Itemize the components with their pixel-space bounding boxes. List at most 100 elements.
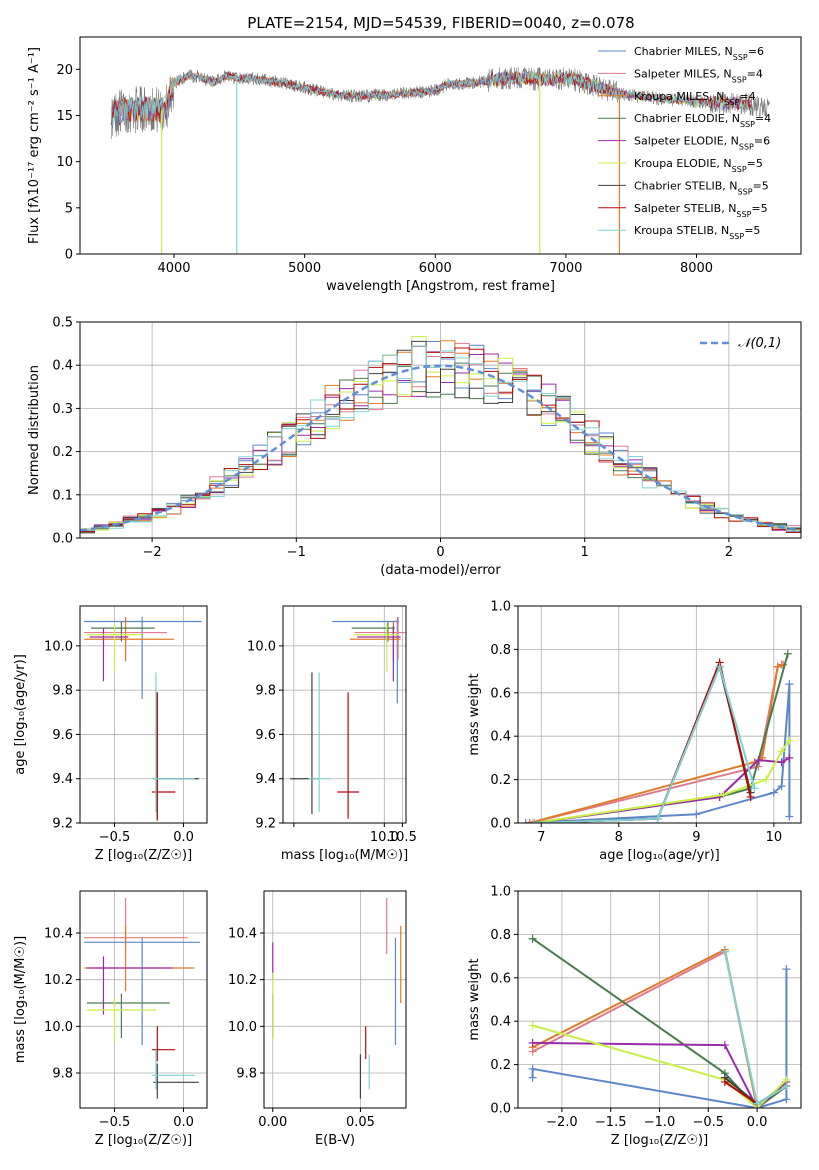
x-tick-label: −0.5 (99, 830, 131, 845)
x-tick-label: 1 (581, 545, 589, 560)
y-axis-label: Flux [fλ10⁻¹⁷ erg cm⁻² s⁻¹ A⁻¹] (27, 47, 42, 244)
weight-marker (746, 792, 755, 801)
weight-marker (785, 680, 794, 689)
weight-marker (773, 662, 782, 671)
x-axis-label: Z [log₁₀(Z/Z☉)] (611, 1133, 708, 1148)
y-axis-label: age [log₁₀(age/yr)] (13, 654, 28, 775)
weight-line-chabrier-miles (525, 684, 791, 823)
weight-marker (528, 1064, 537, 1073)
weight-marker (719, 790, 728, 799)
weight-marker (769, 788, 778, 797)
spectrum-legend: Chabrier MILES, NSSP=6 Salpeter MILES, NS… (598, 45, 771, 241)
y-tick-label: 0.2 (490, 1058, 511, 1073)
weight-marker (692, 810, 701, 819)
weight-vs-metallicity-panel: −2.0 −1.5 −1.0 −0.5 0.0 0.0 0.2 0.4 0.6 0.8 1.0 Z [… (467, 885, 802, 1148)
x-axis-label: E(B-V) (315, 1133, 355, 1148)
plot-area (290, 617, 406, 819)
x-axis-label: Z [log₁₀(Z/Z☉)] (95, 1133, 192, 1148)
y-tick-label: 10 (56, 155, 73, 170)
weight-marker (750, 784, 759, 793)
weight-marker (785, 812, 794, 821)
weight-line-kroupa-miles (529, 663, 784, 823)
y-tick-label: 9.4 (52, 772, 73, 787)
weight-marker (777, 747, 786, 756)
legend-entry: Chabrier MILES, NSSP=6 (634, 45, 764, 62)
x-axis-label: Z [log₁₀(Z/Z☉)] (95, 848, 192, 863)
y-tick-label: 0.8 (490, 928, 511, 943)
x-tick-label: −2 (143, 545, 162, 560)
y-tick-label: 0.0 (490, 1102, 511, 1117)
weight-marker (783, 649, 792, 658)
weight-marker (782, 965, 791, 974)
legend-entry: Salpeter STELIB, NSSP=5 (634, 202, 768, 219)
axes-frame (282, 605, 407, 824)
x-tick-label: 0.0 (747, 1115, 768, 1130)
legend-entry: Kroupa STELIB, NSSP=5 (634, 224, 760, 241)
y-tick-label: 9.6 (52, 728, 73, 743)
weight-line-kroupa-stelib (723, 951, 787, 1106)
y-tick-label: 9.8 (236, 1067, 257, 1082)
x-tick-label: −1.0 (644, 1115, 676, 1130)
weight-line-kroupa-stelib (533, 663, 756, 823)
weight-marker (525, 819, 534, 823)
weight-marker (720, 1041, 729, 1050)
axes-frame (79, 321, 802, 539)
weight-marker (785, 736, 794, 745)
weight-marker (720, 1077, 729, 1086)
y-axis-label: mass weight (467, 673, 482, 755)
x-tick-label: 8000 (680, 261, 713, 276)
legend-entry: Salpeter MILES, NSSP=4 (634, 67, 763, 84)
y-tick-label: 10.4 (44, 927, 73, 942)
axes-frame (79, 36, 802, 255)
x-tick-label: 10 (766, 830, 783, 845)
weight-marker (528, 934, 537, 943)
weight-marker (521, 819, 530, 823)
x-tick-label: 4000 (157, 261, 190, 276)
y-axis-label: Normed distribution (27, 365, 42, 495)
plot-area (110, 66, 770, 254)
y-tick-label: 0.3 (52, 402, 73, 417)
y-tick-label: 0.4 (490, 730, 511, 745)
weight-line-chabrier-elodie (533, 653, 789, 823)
x-tick-label: 7 (537, 830, 545, 845)
y-tick-label: 10.0 (247, 639, 276, 654)
x-tick-label: 9 (692, 830, 700, 845)
age-vs-metallicity-panel: −0.5 0.0 9.2 9.4 9.6 9.8 10.0 Z [log₁₀(Z/Z☉)] ag… (13, 605, 208, 863)
y-tick-label: 10.4 (228, 927, 257, 942)
y-tick-label: 5 (65, 201, 73, 216)
y-tick-label: 0.6 (490, 971, 511, 986)
x-axis-label: (data-model)/error (380, 563, 501, 578)
axes-frame (79, 605, 208, 824)
y-tick-label: 0.5 (52, 316, 73, 331)
x-tick-label: −1.5 (595, 1115, 627, 1130)
x-tick-label: −0.5 (99, 1115, 131, 1130)
y-tick-label: 10.0 (228, 1020, 257, 1035)
weight-line-chabrier-stelib (533, 663, 752, 823)
y-tick-label: 15 (56, 109, 73, 124)
legend-entry: Kroupa ELODIE, NSSP=5 (634, 157, 763, 174)
plot-area (84, 898, 201, 1099)
plot-area (80, 336, 801, 534)
axes-frame (517, 890, 802, 1109)
weight-marker (529, 819, 538, 823)
x-tick-label: −1 (287, 545, 306, 560)
axes-frame (263, 890, 407, 1109)
model-spectrum-kroupa-stelib (110, 70, 752, 125)
axes-frame (517, 605, 802, 824)
residual-histogram-panel: −2 −1 0 1 2 0.0 0.1 0.2 0.3 0.4 0.5 (data-model)/er… (27, 316, 802, 578)
y-tick-label: 0 (65, 248, 73, 263)
weight-marker (720, 947, 729, 956)
y-tick-label: 0.4 (52, 359, 73, 374)
legend-entry: Kroupa MILES, NSSP=4 (634, 90, 756, 107)
x-tick-label: 7000 (549, 261, 582, 276)
legend-entry: 𝒩(0,1) (738, 336, 781, 351)
y-axis-label: mass weight (467, 958, 482, 1040)
y-tick-label: 9.2 (52, 817, 73, 832)
x-tick-label: 10.0 (370, 830, 399, 845)
plot-area (528, 934, 791, 1108)
x-tick-label: 5000 (288, 261, 321, 276)
y-tick-label: 10.2 (44, 973, 73, 988)
y-tick-label: 0.4 (490, 1015, 511, 1030)
weight-marker (785, 753, 794, 762)
